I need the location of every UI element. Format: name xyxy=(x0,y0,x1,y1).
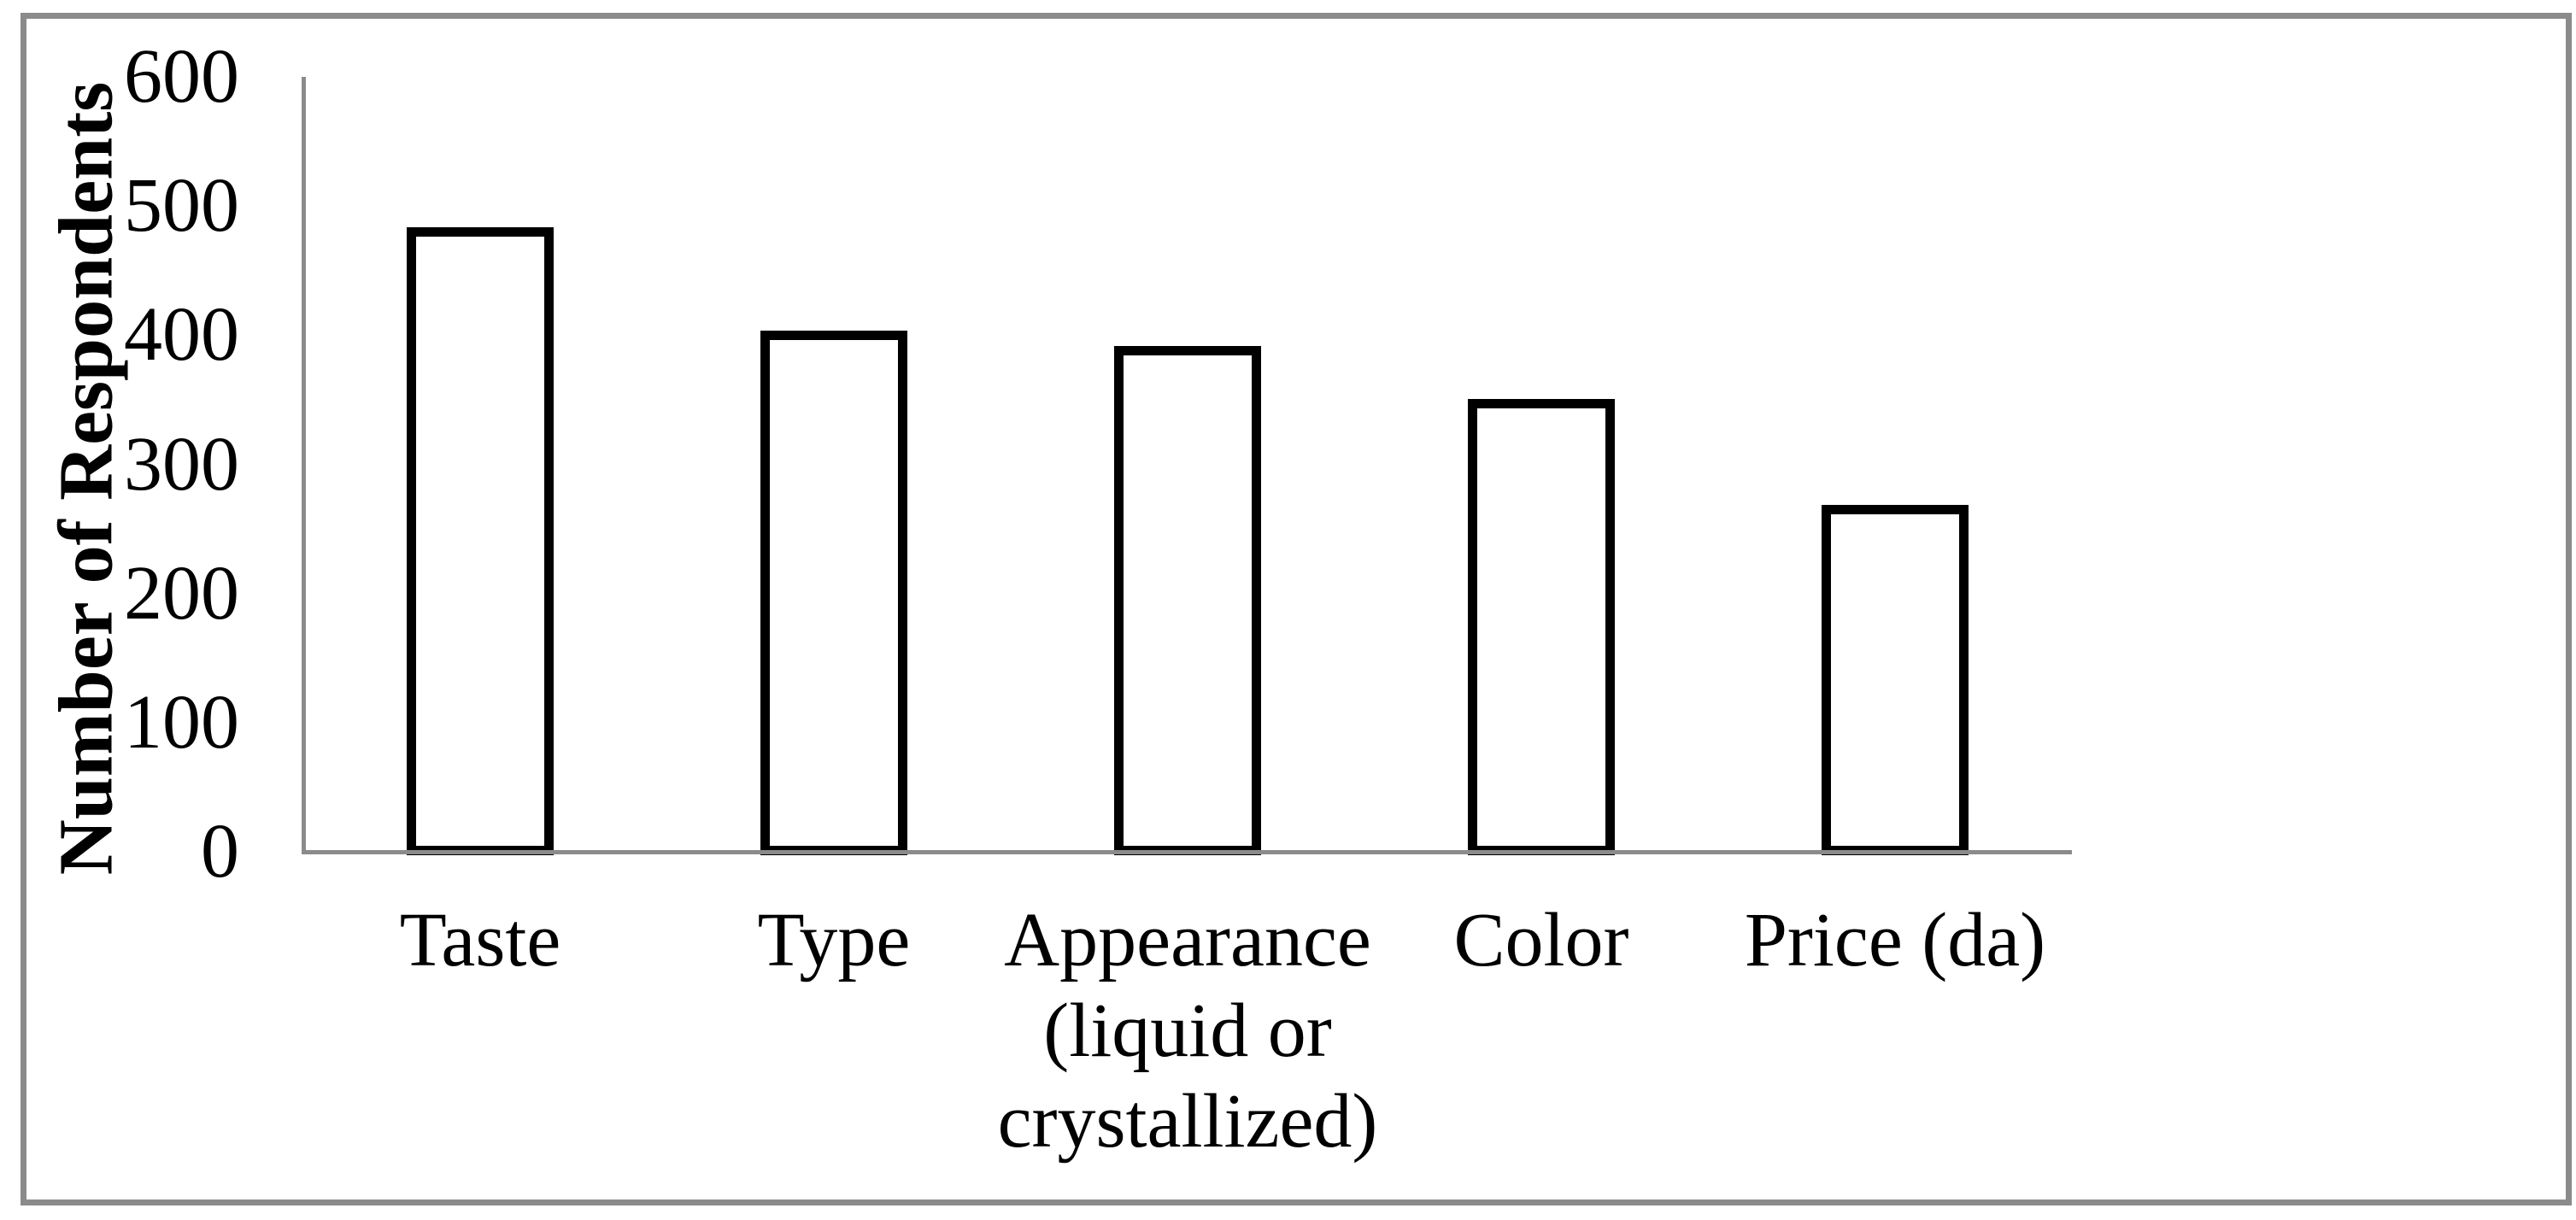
y-tick-label: 600 xyxy=(124,34,239,119)
category-label: Price (da) xyxy=(1744,898,2046,982)
category-label: Color xyxy=(1453,898,1629,982)
y-axis-line xyxy=(302,77,306,852)
y-tick-label: 500 xyxy=(124,163,239,249)
y-tick-label: 200 xyxy=(124,550,239,636)
y-tick-label: 100 xyxy=(124,679,239,765)
bar xyxy=(1822,505,1969,855)
y-tick-label: 300 xyxy=(124,421,239,507)
bar xyxy=(1468,399,1615,855)
category-label: Taste xyxy=(399,898,561,982)
category-label: Type xyxy=(757,898,911,982)
bar xyxy=(1114,346,1261,855)
bar xyxy=(407,227,554,855)
y-tick-label: 400 xyxy=(124,292,239,378)
chart-frame-border xyxy=(21,13,2572,1205)
bar xyxy=(760,331,907,855)
x-axis-line xyxy=(302,850,2072,854)
y-tick-label: 0 xyxy=(201,809,239,894)
category-label: Appearance (liquid or crystallized) xyxy=(997,898,1378,1164)
